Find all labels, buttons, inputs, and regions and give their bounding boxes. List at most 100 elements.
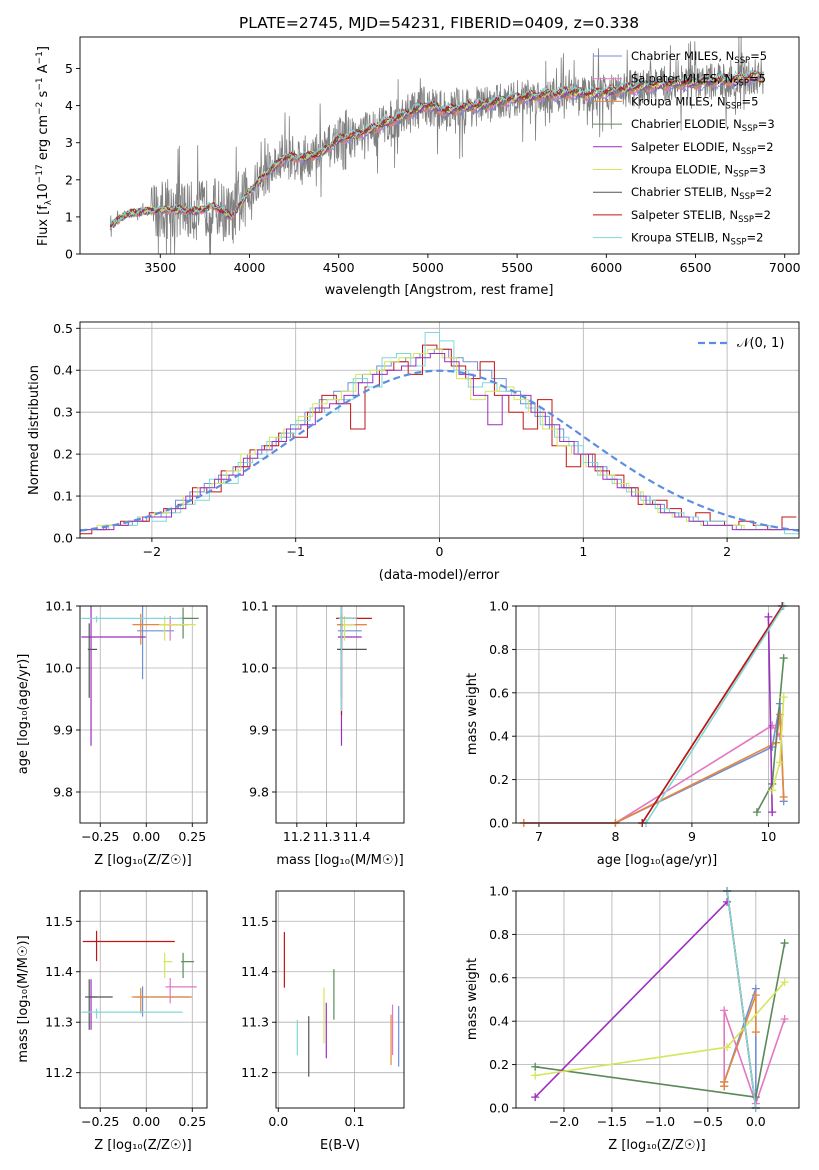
age-vs-mass-y-tick-label: 9.8: [249, 785, 269, 800]
residuals-x-tick-label: 0: [436, 544, 444, 559]
weight-vs-age-y-tick-label: 0.8: [489, 642, 509, 657]
weight-vs-metallicity-x-tick-label: −1.5: [597, 1114, 627, 1129]
residuals-ticks: −2 −1 0 1 2 0.0 0.1 0.2 0.3 0.4 0.5: [53, 321, 731, 559]
age-vs-metallicity-y-label: age [log₁₀(age/yr)]: [16, 654, 31, 775]
spectrum-panel: PLATE=2745, MJD=54231, FIBERID=0409, z=0…: [35, 14, 801, 298]
weight-marker-kroupa_elodie: [531, 1071, 540, 1080]
spectrum-y-tick-label: 5: [65, 61, 73, 76]
residuals-y-tick-label: 0.3: [53, 405, 73, 420]
weight-vs-age-x-tick-label: 10: [760, 829, 776, 844]
spectrum-x-tick-label: 6000: [590, 260, 622, 275]
legend-label-kroupa_elodie: Kroupa ELODIE, NSSP=3: [631, 163, 766, 180]
weight-vs-metallicity-x-tick-label: −2.0: [549, 1114, 579, 1129]
normal-distribution-curve: [79, 369, 800, 532]
mass-vs-metallicity-ticks: −0.25 0.00 0.25 11.2 11.3 11.4 11.5: [45, 914, 206, 1129]
spectrum-x-axis-label: wavelength [Angstrom, rest frame]: [325, 283, 554, 298]
age-vs-mass-y-tick-label: 10.1: [241, 599, 269, 614]
spectrum-ticks: 3500 4000 4500 5000 5500 6000 6500 7000 0 1 2 3 4 5: [65, 61, 801, 275]
weight-vs-metallicity-y-tick-label: 0.8: [489, 927, 509, 942]
age-vs-metallicity-x-tick-label: −0.25: [81, 829, 119, 844]
mass-vs-metallicity-frame: [79, 890, 208, 1109]
residuals-y-tick-label: 0.4: [53, 363, 73, 378]
weight-vs-metallicity-x-label: Z [log₁₀(Z/Z☉)]: [608, 1138, 705, 1153]
spectrum-y-label-part: 10: [36, 183, 51, 200]
weight-vs-age-panel: 7 8 9 10 0.0 0.2 0.4 0.6 0.8 1.0: [489, 599, 800, 845]
age-vs-metallicity-y-tick-label: 9.9: [53, 723, 73, 738]
weight-marker-kroupa_miles: [720, 1077, 729, 1086]
mass-vs-extinction-marks: [283, 932, 400, 1077]
weight-vs-metallicity-marks: [531, 887, 789, 1112]
spectrum-y-label-part: Flux [f: [36, 205, 51, 246]
weight-marker-salpeter_miles: [720, 1006, 729, 1015]
residuals-panel: −2 −1 0 1 2 0.0 0.1 0.2 0.3 0.4 0.5 (data-model)/e…: [27, 321, 800, 583]
weight-marker-chabrier_elodie: [752, 808, 761, 817]
spectrum-y-label-part: −17: [35, 164, 45, 183]
mass-vs-metallicity-y-tick-label: 11.5: [45, 914, 73, 929]
age-vs-mass-x-tick-label: 11.4: [342, 829, 370, 844]
weight-marker-chabrier_elodie: [780, 939, 789, 948]
mass-vs-metallicity-grid: [80, 891, 207, 1108]
residuals-x-tick-label: −1: [286, 544, 304, 559]
mass-vs-extinction-x-label: E(B-V): [320, 1138, 360, 1153]
mass-vs-metallicity-x-tick-label: −0.25: [81, 1114, 119, 1129]
spectrum-y-tick-label: 3: [65, 135, 73, 150]
spectrum-y-tick-label: 1: [65, 209, 73, 224]
weight-marker-kroupa_miles: [751, 991, 760, 1000]
spectrum-legend: Chabrier MILES, NSSP=5 Salpeter MILES, NS…: [593, 49, 775, 248]
weight-vs-age-ticks: 7 8 9 10 0.0 0.2 0.4 0.6 0.8 1.0: [489, 599, 776, 845]
age-vs-mass-panel: 11.2 11.3 11.4 9.8 9.9 10.0 10.1: [241, 599, 405, 844]
model-spectrum-kroupa_stelib: [109, 69, 764, 226]
weight-vs-age-x-tick-label: 9: [688, 829, 696, 844]
weight-line-salpeter_elodie: [534, 901, 728, 1098]
weight-vs-metallicity-y-tick-label: 0.2: [489, 1057, 509, 1072]
weight-line-salpeter_elodie: [767, 616, 773, 813]
residuals-y-tick-label: 0.0: [53, 531, 73, 546]
legend-label-salpeter_miles: Salpeter MILES, NSSP=5: [631, 72, 766, 89]
weight-vs-age-x-tick-label: 7: [535, 829, 543, 844]
weight-vs-metallicity-frame: [515, 890, 800, 1109]
weight-vs-metallicity-x-tick-label: 0.0: [746, 1114, 766, 1129]
weight-marker-salpeter_elodie: [531, 1093, 540, 1102]
weight-vs-metallicity-y-tick-label: 1.0: [489, 884, 509, 899]
residuals-histograms: [80, 332, 799, 535]
spectrum-y-label-part: −1: [35, 51, 45, 64]
weight-marker-kroupa_elodie: [768, 786, 777, 795]
weight-vs-age-x-label: age [log₁₀(age/yr)]: [597, 853, 718, 868]
legend-label-kroupa_stelib: Kroupa STELIB, NSSP=2: [631, 231, 763, 248]
spectrum-y-tick-label: 0: [65, 247, 73, 262]
mass-vs-metallicity-x-label: Z [log₁₀(Z/Z☉)]: [94, 1138, 191, 1153]
mass-vs-metallicity-y-tick-label: 11.4: [45, 964, 73, 979]
mass-vs-extinction-y-tick-label: 11.4: [241, 964, 269, 979]
legend-label-salpeter_elodie: Salpeter ELODIE, NSSP=2: [631, 140, 774, 157]
spectrum-x-tick-label: 4000: [234, 260, 266, 275]
legend-label-salpeter_stelib: Salpeter STELIB, NSSP=2: [631, 208, 771, 225]
weight-vs-age-y-tick-label: 0.6: [489, 685, 509, 700]
weight-marker-salpeter_elodie: [764, 612, 773, 621]
spectrum-x-tick-label: 6500: [680, 260, 712, 275]
weight-marker-kroupa_miles: [751, 1028, 760, 1037]
spectrum-y-label-part: erg cm: [36, 115, 51, 164]
weight-marker-salpeter_miles: [780, 1015, 789, 1024]
spectrum-frame: [79, 36, 800, 255]
weight-vs-metallicity-panel: −2.0 −1.5 −1.0 −0.5 0.0 0.0 0.2 0.4 0.6 0.8 1.0: [489, 884, 800, 1129]
weight-vs-age-y-tick-label: 0.2: [489, 772, 509, 787]
age-vs-mass-x-label: mass [log₁₀(M/M☉)]: [276, 853, 403, 868]
age-vs-mass-marks: [336, 606, 372, 746]
mass-vs-extinction-x-tick-label: 0.1: [345, 1114, 365, 1129]
weight-vs-metallicity-y-tick-label: 0.6: [489, 970, 509, 985]
spectrum-y-label-part: A: [36, 64, 51, 77]
weight-marker-salpeter_miles: [768, 721, 777, 730]
weight-vs-age-y-tick-label: 1.0: [489, 599, 509, 614]
residuals-x-axis-label: (data-model)/error: [379, 568, 500, 583]
spectrum-y-label-part: ]: [36, 46, 51, 51]
legend-label-chabrier_elodie: Chabrier ELODIE, NSSP=3: [631, 117, 775, 134]
weight-vs-age-y-label: mass weight: [465, 673, 480, 755]
mass-vs-extinction-y-tick-label: 11.3: [241, 1015, 269, 1030]
age-vs-metallicity-x-tick-label: 0.25: [178, 829, 206, 844]
residuals-frame: [79, 321, 800, 539]
spectrum-y-axis-label: Flux [fλ10−17 erg cm−2 s−1 A−1]: [35, 46, 54, 246]
legend-label-kroupa_miles: Kroupa MILES, NSSP=5: [631, 94, 758, 111]
weight-marker-kroupa_elodie: [775, 758, 784, 767]
weight-vs-age-x-tick-label: 8: [611, 829, 619, 844]
